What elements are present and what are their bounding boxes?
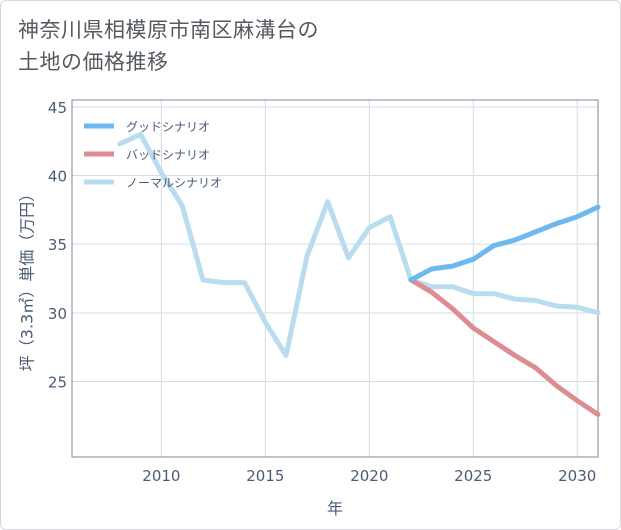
x-tick-label: 2025 <box>454 467 492 485</box>
x-tick-label: 2030 <box>558 467 596 485</box>
y-axis-label: 坪（3.3㎡）単価（万円） <box>18 186 37 371</box>
x-tick-label: 2010 <box>142 467 180 485</box>
y-tick-label: 30 <box>48 305 67 323</box>
y-tick-label: 40 <box>48 168 67 186</box>
grid <box>72 100 598 457</box>
legend-label-bad: バッドシナリオ <box>126 148 210 162</box>
x-axis-label: 年 <box>327 499 343 518</box>
y-tick-label: 25 <box>48 373 67 391</box>
legend-label-good: グッドシナリオ <box>126 120 210 134</box>
x-tick-label: 2020 <box>350 467 388 485</box>
chart-title-line1: 神奈川県相模原市南区麻溝台の <box>18 18 319 42</box>
series-good <box>408 204 601 283</box>
chart-title: 神奈川県相模原市南区麻溝台の 土地の価格推移 <box>18 14 438 78</box>
legend-label-normal: ノーマルシナリオ <box>126 176 222 190</box>
series-normal <box>117 131 601 358</box>
y-tick-label: 35 <box>48 236 67 254</box>
x-tick-label: 2015 <box>246 467 284 485</box>
series-lines <box>117 131 601 417</box>
plot-area <box>71 99 599 458</box>
series-line-good <box>408 204 601 283</box>
series-line-normal <box>117 131 601 358</box>
series-bad <box>408 277 601 417</box>
chart-title-line2: 土地の価格推移 <box>18 50 169 74</box>
axis-ticks: 2010 2015 2020 2025 2030 25 30 35 40 45 <box>48 99 596 485</box>
series-line-bad <box>408 277 601 417</box>
y-tick-label: 45 <box>48 99 67 117</box>
